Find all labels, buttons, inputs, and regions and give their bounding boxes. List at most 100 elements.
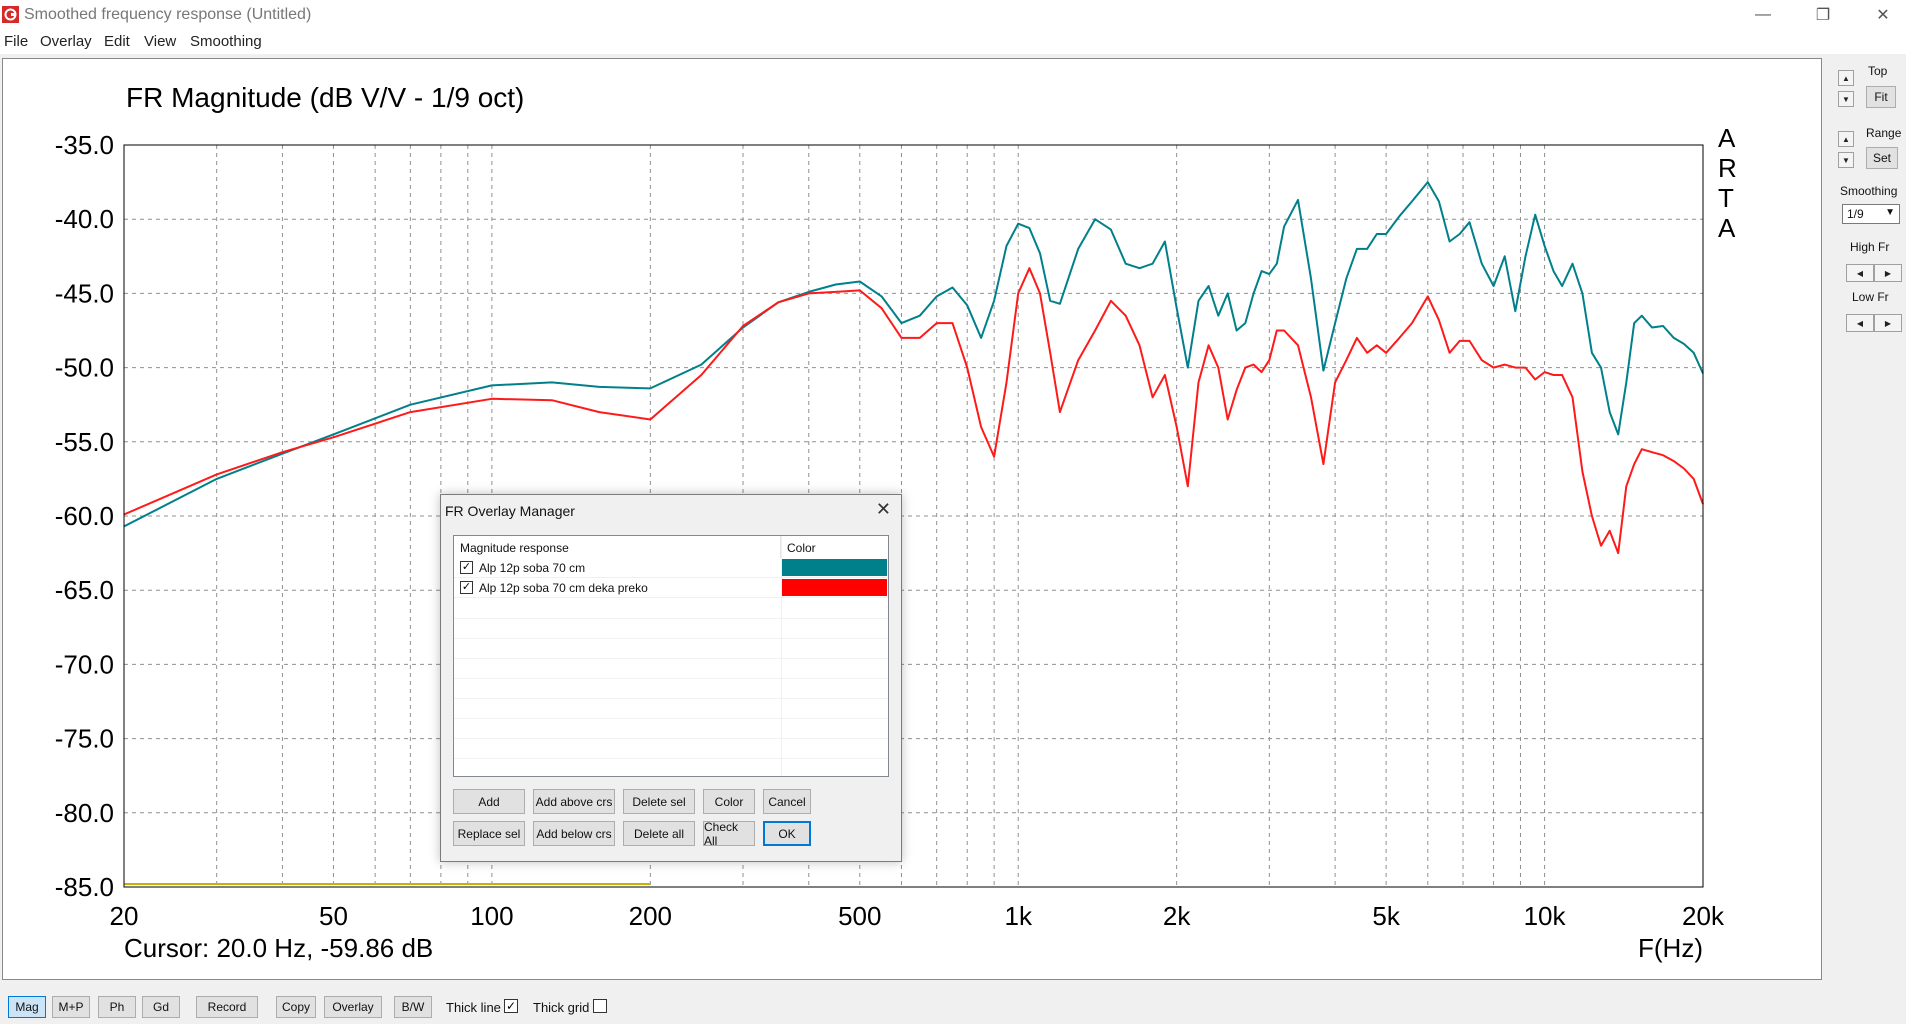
add-below-crs-button[interactable]: Add below crs — [533, 821, 615, 846]
gd-button[interactable]: Gd — [142, 996, 180, 1018]
series-line-0 — [123, 181, 1704, 528]
top-up-spin[interactable]: ▲ — [1838, 70, 1854, 86]
plot-border — [123, 144, 1704, 888]
row-checkbox[interactable]: ✓ — [460, 581, 473, 594]
y-tick-label: -80.0 — [55, 798, 114, 828]
delete-sel-button[interactable]: Delete sel — [623, 789, 695, 814]
menu-view[interactable]: View — [144, 33, 177, 50]
menu-bar: File Overlay Edit View Smoothing — [0, 30, 1906, 54]
minimize-icon[interactable]: — — [1755, 6, 1771, 23]
list-row-divider — [454, 698, 888, 699]
row-label: Alp 12p soba 70 cm — [479, 561, 586, 575]
column-header-magnitude[interactable]: Magnitude response — [454, 536, 781, 558]
range-up-spin[interactable]: ▲ — [1838, 131, 1854, 147]
menu-edit[interactable]: Edit — [104, 33, 130, 50]
add-button[interactable]: Add — [453, 789, 525, 814]
title-bar: Smoothed frequency response (Untitled) —… — [0, 0, 1906, 30]
list-row-divider — [454, 638, 888, 639]
top-down-spin[interactable]: ▼ — [1838, 91, 1854, 107]
overlay-button[interactable]: Overlay — [324, 996, 382, 1018]
set-button[interactable]: Set — [1866, 147, 1898, 169]
ok-button[interactable]: OK — [763, 821, 811, 846]
x-tick-label: 2k — [1163, 901, 1191, 931]
add-above-crs-button[interactable]: Add above crs — [533, 789, 615, 814]
m-plus-p-button[interactable]: M+P — [52, 996, 90, 1018]
range-down-spin[interactable]: ▼ — [1838, 152, 1854, 168]
thick-grid-checkbox[interactable] — [593, 999, 607, 1013]
color-swatch[interactable] — [781, 559, 887, 576]
smoothing-value: 1/9 — [1847, 207, 1864, 221]
window-title: Smoothed frequency response (Untitled) — [24, 6, 312, 23]
list-row-divider — [454, 758, 888, 759]
chart-series — [123, 181, 1704, 885]
bw-button[interactable]: B/W — [394, 996, 432, 1018]
ph-button[interactable]: Ph — [98, 996, 136, 1018]
high-fr-right-arrow-icon[interactable]: ▶ — [1874, 264, 1902, 282]
cursor-readout: Cursor: 20.0 Hz, -59.86 dB — [124, 933, 433, 963]
x-tick-label: 100 — [470, 901, 513, 931]
x-tick-label: 50 — [319, 901, 348, 931]
high-fr-left-arrow-icon[interactable]: ◀ — [1846, 264, 1874, 282]
restore-icon[interactable]: ❐ — [1815, 7, 1831, 24]
thick-line-label: Thick line — [446, 1000, 501, 1015]
x-tick-label: 20k — [1682, 901, 1725, 931]
x-axis-label: F(Hz) — [1638, 933, 1703, 963]
plot-area[interactable]: FR Magnitude (dB V/V - 1/9 oct) -35.0 -40… — [2, 58, 1822, 980]
low-fr-right-arrow-icon[interactable]: ▶ — [1874, 314, 1902, 332]
chevron-down-icon: ▼ — [1885, 207, 1895, 218]
list-item[interactable]: ✓ Alp 12p soba 70 cm — [454, 558, 888, 578]
record-button[interactable]: Record — [196, 996, 258, 1018]
list-row-divider — [454, 618, 888, 619]
replace-sel-button[interactable]: Replace sel — [453, 821, 525, 846]
menu-file[interactable]: File — [4, 33, 29, 50]
y-tick-label: -45.0 — [55, 278, 114, 308]
row-label: Alp 12p soba 70 cm deka preko — [479, 581, 648, 595]
dialog-title: FR Overlay Manager — [445, 503, 575, 519]
low-fr-left-arrow-icon[interactable]: ◀ — [1846, 314, 1874, 332]
frequency-response-chart[interactable]: FR Magnitude (dB V/V - 1/9 oct) -35.0 -40… — [3, 59, 1821, 979]
close-icon[interactable]: ✕ — [1876, 7, 1890, 24]
y-tick-label: -75.0 — [55, 724, 114, 754]
list-row-divider — [454, 718, 888, 719]
overlay-manager-dialog: FR Overlay Manager ✕ Magnitude response … — [440, 494, 902, 862]
y-tick-label: -70.0 — [55, 649, 114, 679]
y-tick-label: -50.0 — [55, 353, 114, 383]
x-tick-label: 1k — [1004, 901, 1032, 931]
y-tick-label: -35.0 — [55, 130, 114, 160]
smoothing-select[interactable]: 1/9 ▼ — [1842, 204, 1900, 224]
arta-app-icon — [2, 6, 19, 23]
right-control-panel: ▲ ▼ Top Fit ▲ ▼ Range Set Smoothing 1/9 … — [1824, 56, 1906, 980]
color-button[interactable]: Color — [703, 789, 755, 814]
y-tick-label: -60.0 — [55, 501, 114, 531]
x-tick-label: 200 — [629, 901, 672, 931]
series-line-1 — [123, 267, 1704, 555]
color-swatch[interactable] — [781, 579, 887, 596]
x-tick-labels: 20 50 100 200 500 1k 2k 5k 10k 20k — [110, 901, 1725, 931]
overlay-list[interactable]: Magnitude response Color ✓ Alp 12p soba … — [453, 535, 889, 777]
x-tick-label: 10k — [1524, 901, 1567, 931]
low-fr-label: Low Fr — [1852, 290, 1889, 304]
list-row-divider — [454, 678, 888, 679]
menu-overlay[interactable]: Overlay — [40, 33, 92, 50]
cancel-button[interactable]: Cancel — [763, 789, 811, 814]
range-label: Range — [1866, 126, 1902, 140]
copy-button[interactable]: Copy — [276, 996, 316, 1018]
thick-line-checkbox[interactable]: ✓ — [504, 999, 518, 1013]
column-header-color[interactable]: Color — [787, 541, 816, 555]
menu-smoothing[interactable]: Smoothing — [190, 33, 262, 50]
close-icon[interactable]: ✕ — [875, 499, 891, 519]
fit-button[interactable]: Fit — [1866, 86, 1896, 108]
high-fr-label: High Fr — [1850, 240, 1890, 254]
delete-all-button[interactable]: Delete all — [623, 821, 695, 846]
thick-grid-label: Thick grid — [533, 1000, 590, 1015]
check-all-button[interactable]: Check All — [703, 820, 755, 848]
row-checkbox[interactable]: ✓ — [460, 561, 473, 574]
mag-button[interactable]: Mag — [8, 996, 46, 1018]
smoothing-label: Smoothing — [1840, 184, 1898, 198]
top-label: Top — [1868, 64, 1888, 78]
list-item[interactable]: ✓ Alp 12p soba 70 cm deka preko — [454, 578, 888, 598]
x-tick-label: 5k — [1372, 901, 1400, 931]
list-column-divider — [781, 536, 782, 776]
x-tick-label: 500 — [838, 901, 881, 931]
